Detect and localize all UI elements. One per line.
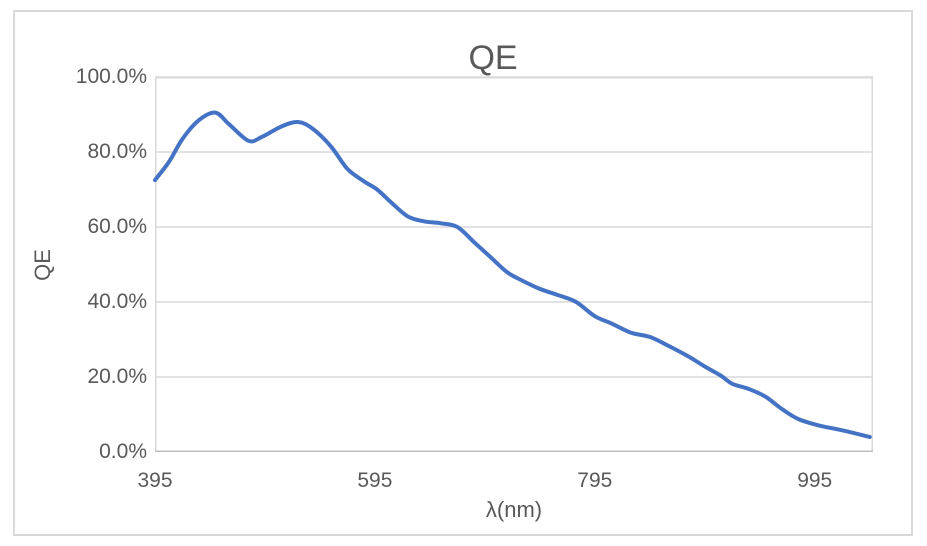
y-tick-label: 100.0% — [75, 65, 147, 88]
x-axis-title: λ(nm) — [485, 497, 543, 522]
chart-container — [13, 10, 913, 536]
qe-series-line — [153, 110, 872, 439]
x-tick-label: 995 — [797, 469, 833, 492]
y-tick-label: 80.0% — [87, 140, 147, 163]
y-tick-label: 40.0% — [87, 290, 147, 313]
chart-title: QE — [468, 39, 518, 77]
y-axis-title: QE — [30, 249, 55, 281]
y-tick-label: 20.0% — [87, 365, 147, 388]
y-tick-label: 60.0% — [87, 215, 147, 238]
plot-area — [153, 76, 873, 452]
x-tick-label: 395 — [137, 469, 173, 492]
x-tick-label: 795 — [577, 469, 613, 492]
x-tick-label: 595 — [357, 469, 393, 492]
y-tick-label: 0.0% — [99, 440, 147, 463]
